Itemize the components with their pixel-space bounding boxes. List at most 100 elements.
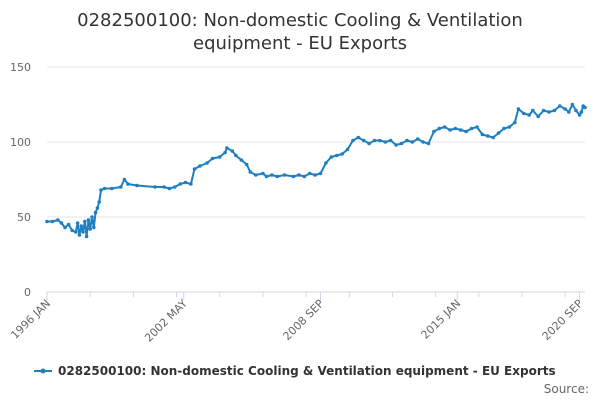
data-point[interactable] <box>313 173 317 177</box>
data-point[interactable] <box>410 140 415 144</box>
data-point[interactable] <box>388 138 393 143</box>
data-point[interactable] <box>583 105 587 110</box>
data-point[interactable] <box>122 177 127 182</box>
data-point[interactable] <box>383 140 388 144</box>
data-point[interactable] <box>448 128 452 132</box>
data-point[interactable] <box>205 161 209 165</box>
data-point[interactable] <box>81 230 85 234</box>
data-point[interactable] <box>45 219 49 224</box>
data-point[interactable] <box>459 128 463 132</box>
data-point[interactable] <box>99 188 103 192</box>
data-point[interactable] <box>261 171 265 176</box>
data-point[interactable] <box>56 218 60 222</box>
data-point[interactable] <box>378 138 382 143</box>
data-point[interactable] <box>63 225 67 230</box>
data-point[interactable] <box>192 167 197 171</box>
data-point[interactable] <box>563 107 567 111</box>
data-point[interactable] <box>345 147 350 152</box>
data-point[interactable] <box>282 173 287 177</box>
data-point[interactable] <box>95 206 100 210</box>
data-point[interactable] <box>541 108 546 113</box>
data-point[interactable] <box>324 161 328 165</box>
data-point[interactable] <box>307 171 312 176</box>
data-point[interactable] <box>74 230 78 234</box>
data-point[interactable] <box>84 234 89 239</box>
data-point[interactable] <box>415 137 420 141</box>
data-point[interactable] <box>329 155 334 159</box>
data-point[interactable] <box>183 180 188 185</box>
data-point[interactable] <box>244 162 249 167</box>
data-point[interactable] <box>189 182 193 186</box>
data-point[interactable] <box>90 215 94 219</box>
data-point[interactable] <box>567 110 571 114</box>
data-point[interactable] <box>351 138 355 143</box>
data-point[interactable] <box>275 174 280 179</box>
data-point[interactable] <box>173 185 177 189</box>
data-point[interactable] <box>153 185 157 189</box>
data-point[interactable] <box>75 221 80 225</box>
data-point[interactable] <box>93 210 98 215</box>
data-point[interactable] <box>92 225 96 230</box>
data-point[interactable] <box>399 141 404 146</box>
data-point[interactable] <box>119 185 123 189</box>
data-point[interactable] <box>270 173 274 177</box>
data-point[interactable] <box>340 152 344 156</box>
data-point[interactable] <box>66 222 71 227</box>
data-point[interactable] <box>225 146 229 150</box>
data-point[interactable] <box>432 129 436 134</box>
data-point[interactable] <box>522 111 526 116</box>
data-point[interactable] <box>394 143 398 147</box>
data-point[interactable] <box>367 141 371 146</box>
data-point[interactable] <box>239 158 244 162</box>
data-point[interactable] <box>437 126 442 131</box>
data-point[interactable] <box>264 174 269 179</box>
data-point[interactable] <box>531 108 535 113</box>
data-point[interactable] <box>318 171 323 176</box>
data-point[interactable] <box>302 174 307 179</box>
data-point[interactable] <box>361 138 366 143</box>
data-point[interactable] <box>97 200 101 204</box>
data-point[interactable] <box>547 110 551 114</box>
data-point[interactable] <box>248 170 253 174</box>
data-point[interactable] <box>475 125 479 129</box>
data-point[interactable] <box>577 113 582 117</box>
data-point[interactable] <box>223 150 227 155</box>
data-point[interactable] <box>570 102 575 107</box>
data-point[interactable] <box>421 140 425 144</box>
data-point[interactable] <box>70 228 74 233</box>
data-point[interactable] <box>291 174 296 179</box>
data-point[interactable] <box>83 219 87 224</box>
data-point[interactable] <box>507 125 512 129</box>
data-point[interactable] <box>502 126 506 131</box>
data-point[interactable] <box>79 224 83 228</box>
data-point[interactable] <box>513 120 517 125</box>
data-point[interactable] <box>442 125 447 129</box>
data-point[interactable] <box>167 186 172 191</box>
data-point[interactable] <box>536 114 540 119</box>
data-point[interactable] <box>334 153 339 158</box>
data-point[interactable] <box>297 173 301 177</box>
data-point[interactable] <box>480 132 485 137</box>
data-point[interactable] <box>253 173 258 177</box>
data-point[interactable] <box>405 138 409 143</box>
data-point[interactable] <box>527 113 531 117</box>
legend[interactable]: 0282500100: Non-domestic Cooling & Venti… <box>34 364 556 378</box>
data-point[interactable] <box>552 108 557 113</box>
data-point[interactable] <box>50 219 55 224</box>
data-point[interactable] <box>126 182 130 186</box>
data-point[interactable] <box>356 135 361 140</box>
data-point[interactable] <box>178 182 182 186</box>
data-point[interactable] <box>234 153 238 158</box>
data-point[interactable] <box>110 186 114 191</box>
data-point[interactable] <box>558 104 562 108</box>
data-point[interactable] <box>230 149 235 153</box>
data-point[interactable] <box>516 107 521 111</box>
data-point[interactable] <box>464 129 469 134</box>
data-point[interactable] <box>59 221 64 225</box>
data-point[interactable] <box>210 156 215 161</box>
data-point[interactable] <box>86 218 91 222</box>
data-point[interactable] <box>453 126 458 131</box>
data-point[interactable] <box>217 155 222 159</box>
data-point[interactable] <box>491 135 496 140</box>
data-point[interactable] <box>77 233 82 237</box>
